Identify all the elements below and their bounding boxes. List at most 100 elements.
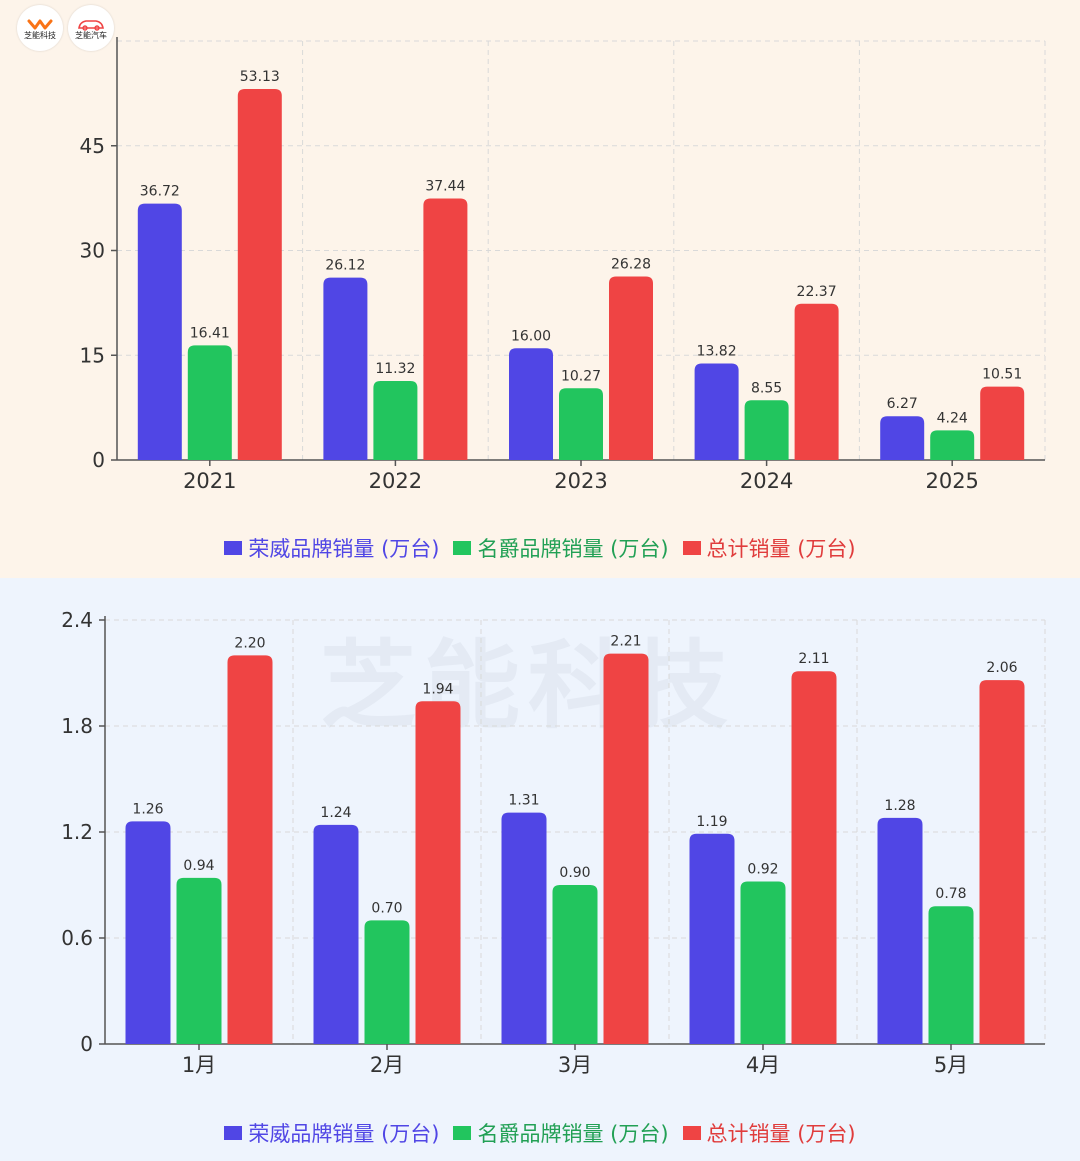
y-tick-label: 15 — [80, 343, 105, 367]
legend-label-roewe: 荣威品牌销量 (万台) — [248, 537, 440, 561]
data-label: 13.82 — [697, 343, 737, 359]
bar-roewe — [877, 817, 923, 1044]
zhineng-tech-logo: 芝能科技 — [17, 5, 63, 51]
x-tick-label: 2023 — [554, 469, 607, 493]
legend-item-roewe: 荣威品牌销量 (万台) — [224, 1118, 439, 1148]
legend-item-mg: 名爵品牌销量 (万台) — [453, 1118, 669, 1148]
data-label: 0.90 — [559, 865, 590, 881]
data-label: 36.72 — [140, 184, 180, 200]
data-label: 1.94 — [422, 681, 453, 697]
legend-item-roewe: 荣威品牌销量 (万台) — [224, 533, 439, 563]
bar-mg — [559, 388, 603, 460]
car-icon — [78, 19, 104, 31]
bar-total — [603, 653, 649, 1044]
y-tick-label: 0 — [92, 448, 105, 472]
bar-total — [609, 276, 653, 460]
bar-total — [415, 701, 461, 1044]
x-tick-label: 5月 — [934, 1053, 968, 1077]
data-label: 53.13 — [240, 69, 280, 85]
legend-item-mg: 名爵品牌销量 (万台) — [453, 533, 669, 563]
bar-mg — [930, 430, 975, 460]
y-tick-label: 1.2 — [61, 820, 93, 844]
x-tick-label: 1月 — [182, 1053, 216, 1077]
annual-sales-chart: 0 15 30 45 2021 36.72 16.41 53.13 2022 26.12 11.32… — [80, 37, 1046, 493]
x-tick-label: 2021 — [183, 469, 236, 493]
legend-label-roewe: 荣威品牌销量 (万台) — [248, 1122, 440, 1146]
bar-roewe — [501, 812, 547, 1044]
legend-swatch-total — [682, 541, 701, 555]
data-label: 22.37 — [797, 284, 837, 300]
data-label: 37.44 — [425, 179, 465, 195]
legend-item-total: 总计销量 (万台) — [682, 1118, 856, 1148]
data-label: 10.27 — [561, 368, 601, 384]
bar-roewe — [880, 416, 925, 460]
legend-swatch-total — [682, 1126, 701, 1140]
bar-roewe — [137, 203, 182, 460]
zhineng-auto-logo: 芝能汽车 — [68, 5, 114, 51]
legend-swatch-mg — [453, 541, 472, 555]
data-label: 8.55 — [751, 380, 782, 396]
legend-label-mg: 名爵品牌销量 (万台) — [477, 537, 669, 561]
bar-roewe — [509, 348, 553, 460]
legend-swatch-roewe — [224, 541, 243, 555]
x-tick-label: 4月 — [746, 1053, 780, 1077]
bar-mg — [187, 345, 232, 460]
x-tick-label: 2024 — [740, 469, 793, 493]
data-label: 2.11 — [798, 651, 829, 667]
bar-mg — [744, 400, 789, 460]
data-label: 10.51 — [982, 367, 1022, 383]
monthly-sales-panel: 芝能科技 0 0.6 1.2 1.8 2.4 1月 1.26 0.94 2.20 2月 1.24 0.… — [0, 578, 1080, 1161]
data-label: 0.94 — [183, 858, 214, 874]
bar-mg — [740, 881, 786, 1044]
zhineng-tech-logo-icon — [27, 19, 53, 29]
x-tick-label: 2022 — [369, 469, 422, 493]
data-label: 1.31 — [508, 793, 539, 809]
bar-roewe — [689, 833, 735, 1044]
data-label: 0.70 — [371, 900, 402, 916]
data-label: 26.28 — [611, 256, 651, 272]
data-label: 6.27 — [887, 396, 918, 412]
data-label: 0.92 — [747, 861, 778, 877]
y-tick-label: 0.6 — [61, 926, 93, 950]
data-label: 16.00 — [511, 328, 551, 344]
monthly-legend: 荣威品牌销量 (万台) 名爵品牌销量 (万台) 总计销量 (万台) — [0, 1118, 1080, 1148]
data-label: 2.21 — [610, 634, 641, 650]
bar-mg — [176, 877, 222, 1044]
legend-swatch-roewe — [224, 1126, 243, 1140]
bar-total — [980, 386, 1025, 460]
annual-legend: 荣威品牌销量 (万台) 名爵品牌销量 (万台) 总计销量 (万台) — [0, 533, 1080, 563]
bar-roewe — [125, 821, 171, 1044]
data-label: 26.12 — [325, 258, 365, 274]
bar-mg — [373, 380, 418, 460]
data-label: 1.28 — [884, 798, 915, 814]
bar-total — [794, 303, 839, 460]
legend-label-total: 总计销量 (万台) — [706, 537, 856, 561]
legend-label-total: 总计销量 (万台) — [706, 1122, 856, 1146]
legend-swatch-mg — [453, 1126, 472, 1140]
legend-item-total: 总计销量 (万台) — [682, 533, 856, 563]
x-tick-label: 3月 — [558, 1053, 592, 1077]
y-tick-label: 45 — [80, 134, 105, 158]
monthly-sales-chart: 0 0.6 1.2 1.8 2.4 1月 1.26 0.94 2.20 2月 1.24 0.70 1.9… — [61, 608, 1046, 1077]
data-label: 1.19 — [696, 814, 727, 830]
bar-total — [791, 671, 837, 1044]
data-label: 4.24 — [937, 410, 968, 426]
data-label: 1.26 — [132, 801, 163, 817]
bar-mg — [552, 885, 598, 1044]
bar-total — [227, 655, 273, 1044]
x-tick-label: 2025 — [925, 469, 978, 493]
x-tick-label: 2月 — [370, 1053, 404, 1077]
bar-total — [423, 198, 468, 460]
bar-mg — [928, 906, 974, 1044]
data-label: 2.06 — [986, 660, 1017, 676]
y-tick-label: 1.8 — [61, 714, 93, 738]
data-label: 11.32 — [375, 361, 415, 377]
data-label: 16.41 — [190, 325, 230, 341]
data-label: 0.78 — [935, 886, 966, 902]
bar-roewe — [323, 277, 368, 460]
legend-label-mg: 名爵品牌销量 (万台) — [477, 1122, 669, 1146]
data-label: 1.24 — [320, 805, 351, 821]
y-tick-label: 2.4 — [61, 608, 93, 632]
bar-mg — [364, 920, 410, 1044]
data-label: 2.20 — [234, 635, 265, 651]
